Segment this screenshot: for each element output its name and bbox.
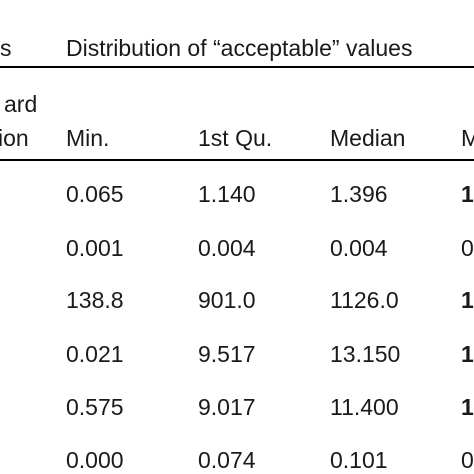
col-header-median: Median [330, 125, 406, 151]
col-header-mean-fragment: M [461, 125, 474, 151]
cell-mean-fragment: 0 [461, 447, 474, 473]
cell-min: 0.001 [66, 235, 124, 261]
cell-mean-fragment: 1 [461, 287, 474, 313]
cell-mean-fragment: 1 [461, 394, 474, 420]
cell-q1: 0.074 [198, 447, 256, 473]
cell-mean-fragment: 1 [461, 181, 474, 207]
group-header: Distribution of “acceptable” values [66, 35, 413, 61]
cell-min: 0.575 [66, 394, 124, 420]
cell-median: 0.004 [330, 235, 388, 261]
col-header-q1: 1st Qu. [198, 125, 273, 151]
col-header-min: Min. [66, 125, 110, 151]
cell-min: 0.065 [66, 181, 124, 207]
header-left-fragment: s [0, 35, 12, 61]
cell-median: 1.396 [330, 181, 388, 207]
cell-q1: 0.004 [198, 235, 256, 261]
header-rule [0, 66, 474, 68]
cell-q1: 1.140 [198, 181, 256, 207]
std-header-line2: ion [0, 125, 29, 151]
cell-median: 1126.0 [330, 287, 399, 313]
cell-min: 0.021 [66, 341, 124, 367]
cell-median: 11.400 [330, 394, 399, 420]
cell-q1: 901.0 [198, 287, 256, 313]
std-header-line1: ard [4, 91, 38, 117]
subheader-rule [0, 159, 474, 161]
cell-median: 0.101 [330, 447, 388, 473]
cell-q1: 9.017 [198, 394, 256, 420]
cell-mean-fragment: 1 [461, 341, 474, 367]
cell-median: 13.150 [330, 341, 401, 367]
cell-q1: 9.517 [198, 341, 256, 367]
cell-min: 0.000 [66, 447, 124, 473]
cell-min: 138.8 [66, 287, 124, 313]
cell-mean-fragment: 0 [461, 235, 474, 261]
